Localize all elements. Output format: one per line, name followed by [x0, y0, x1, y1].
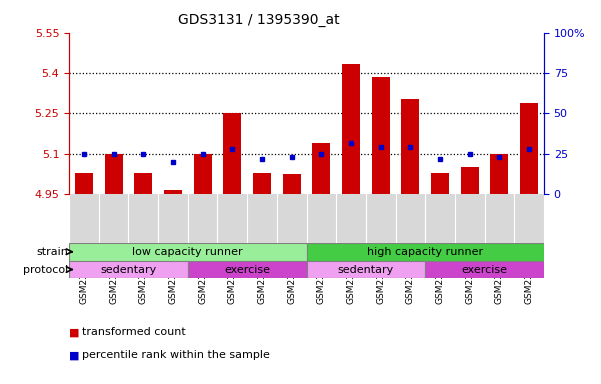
Bar [372, 77, 389, 194]
Text: exercise: exercise [462, 265, 508, 275]
Text: high capacity runner: high capacity runner [367, 247, 483, 257]
Bar [75, 173, 93, 194]
Bar [401, 99, 419, 194]
Bar [520, 103, 538, 194]
Text: exercise: exercise [224, 265, 270, 275]
Text: protocol: protocol [23, 265, 69, 275]
Bar [307, 261, 426, 278]
Bar [426, 261, 544, 278]
Bar [307, 243, 544, 261]
Bar [253, 173, 271, 194]
Bar [313, 143, 331, 194]
Text: sedentary: sedentary [338, 265, 394, 275]
Bar [194, 154, 212, 194]
Bar [461, 167, 478, 194]
Bar [105, 154, 123, 194]
Text: transformed count: transformed count [82, 327, 186, 337]
Bar [164, 190, 182, 194]
Bar [431, 173, 449, 194]
Text: low capacity runner: low capacity runner [132, 247, 243, 257]
Bar [342, 64, 360, 194]
Bar [135, 173, 152, 194]
Text: strain: strain [37, 247, 69, 257]
Text: sedentary: sedentary [100, 265, 157, 275]
Bar [69, 261, 188, 278]
Text: ■: ■ [69, 350, 79, 360]
Bar [224, 114, 241, 194]
Bar [69, 243, 307, 261]
Bar [490, 154, 508, 194]
Bar [282, 174, 300, 194]
Text: ■: ■ [69, 327, 79, 337]
Bar [188, 261, 307, 278]
Text: percentile rank within the sample: percentile rank within the sample [82, 350, 270, 360]
Text: GDS3131 / 1395390_at: GDS3131 / 1395390_at [178, 13, 339, 27]
